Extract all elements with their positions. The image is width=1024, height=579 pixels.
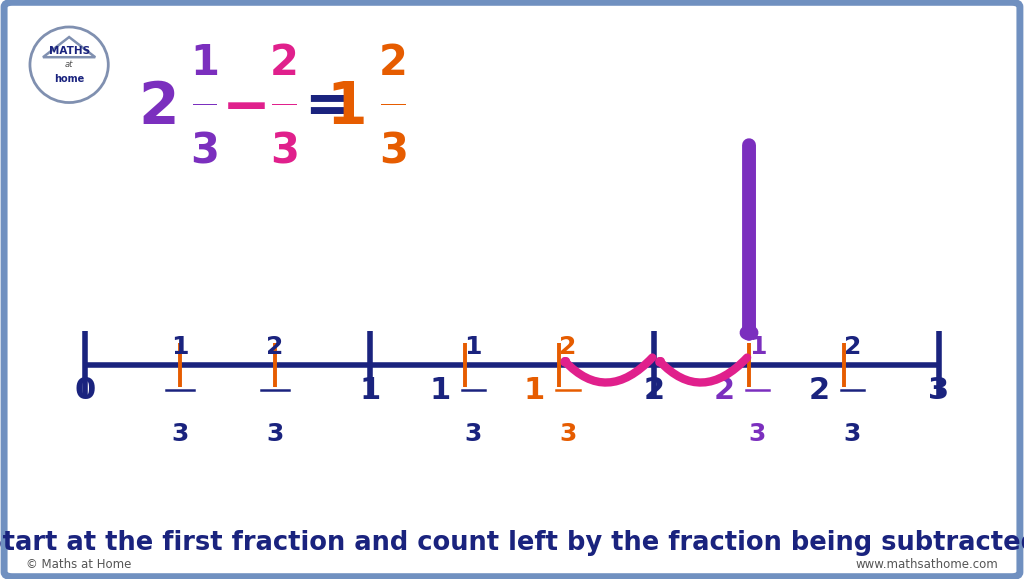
Text: 3: 3 — [928, 376, 949, 405]
Text: 0: 0 — [75, 376, 96, 405]
Text: 2: 2 — [644, 376, 665, 405]
Text: MATHS: MATHS — [48, 46, 90, 56]
Text: 2: 2 — [844, 335, 861, 359]
Text: 1: 1 — [171, 335, 188, 359]
Text: home: home — [54, 74, 84, 84]
Text: 3: 3 — [171, 422, 188, 446]
Text: 3: 3 — [379, 130, 408, 173]
Text: 2: 2 — [379, 42, 408, 84]
Text: 1: 1 — [524, 376, 545, 405]
Text: 2: 2 — [559, 335, 577, 359]
Text: −: − — [221, 79, 270, 135]
Text: 3: 3 — [844, 422, 861, 446]
Text: © Maths at Home: © Maths at Home — [26, 559, 131, 571]
Text: at: at — [65, 60, 74, 69]
Text: 2: 2 — [809, 376, 829, 405]
Text: 1: 1 — [359, 376, 380, 405]
Text: 2: 2 — [270, 42, 299, 84]
Text: 2: 2 — [266, 335, 284, 359]
Text: =: = — [304, 80, 351, 134]
Text: 3: 3 — [266, 422, 284, 446]
Text: 3: 3 — [190, 130, 219, 173]
Text: 1: 1 — [429, 376, 451, 405]
Text: 3: 3 — [749, 422, 766, 446]
Text: 1: 1 — [464, 335, 482, 359]
Text: 3: 3 — [465, 422, 482, 446]
Text: 3: 3 — [559, 422, 577, 446]
Text: 1: 1 — [749, 335, 766, 359]
Text: 1: 1 — [326, 79, 367, 135]
Text: 3: 3 — [270, 130, 299, 173]
Text: 2: 2 — [138, 79, 179, 135]
Text: Start at the first fraction and count left by the fraction being subtracted: Start at the first fraction and count le… — [0, 530, 1024, 556]
Text: 1: 1 — [190, 42, 219, 84]
Text: www.mathsathome.com: www.mathsathome.com — [856, 559, 998, 571]
Text: 2: 2 — [714, 376, 735, 405]
Circle shape — [30, 27, 109, 102]
